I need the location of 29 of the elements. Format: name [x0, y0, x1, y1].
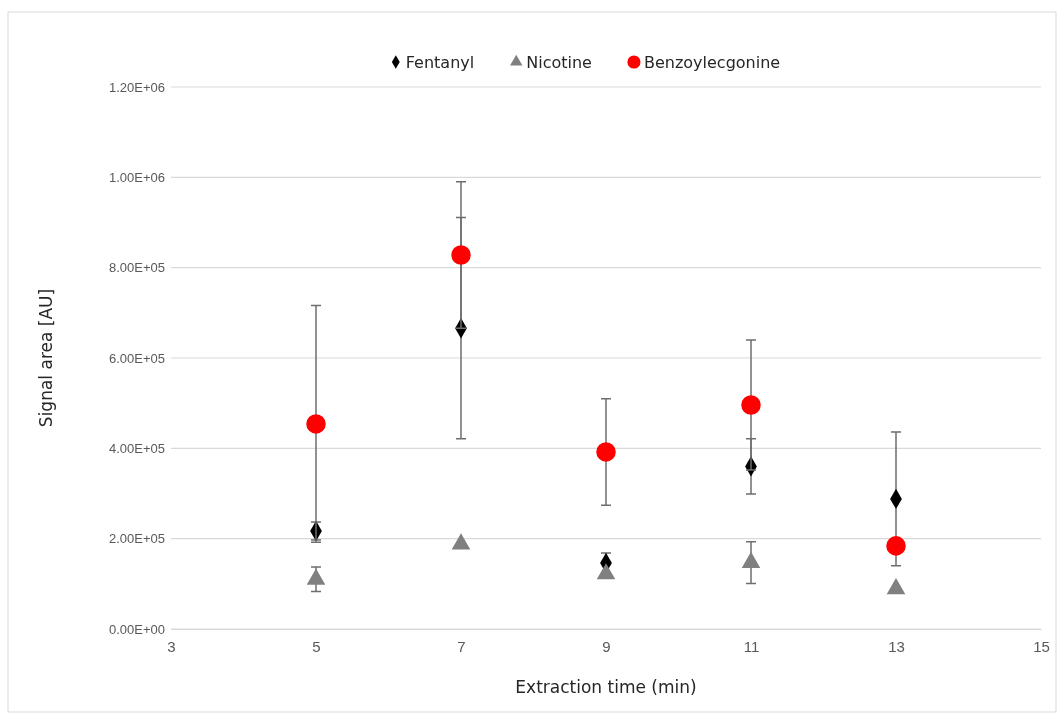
point — [596, 442, 616, 462]
x-tick-label: 9 — [602, 637, 611, 655]
y-tick-label: 6.00E+05 — [108, 350, 165, 366]
point — [886, 578, 906, 595]
point — [741, 395, 761, 415]
y-tick-label: 1.00E+06 — [108, 169, 165, 185]
x-tick-label: 7 — [457, 637, 466, 655]
legend-label: Nicotine — [526, 53, 592, 72]
point — [451, 533, 471, 550]
y-tick-label: 0.00E+00 — [108, 621, 165, 637]
y-tick-label: 1.20E+06 — [108, 79, 165, 95]
y-axis-title: Signal area [AU] — [36, 288, 56, 428]
point — [306, 414, 326, 434]
point — [596, 563, 616, 580]
y-tick-label: 2.00E+05 — [108, 531, 165, 547]
y-tick-label: 8.00E+05 — [108, 260, 165, 276]
point — [886, 536, 906, 556]
x-tick-label: 5 — [312, 637, 321, 655]
x-tick-label: 15 — [1033, 637, 1050, 655]
x-tick-label: 3 — [167, 637, 176, 655]
legend-label: Benzoylecgonine — [643, 53, 781, 72]
point — [306, 568, 326, 585]
point — [741, 551, 761, 568]
x-tick-label: 11 — [743, 637, 760, 655]
point — [451, 245, 471, 265]
y-tick-label: 4.00E+05 — [108, 440, 165, 456]
legend-label: Fentanyl — [405, 53, 475, 72]
x-tick-label: 13 — [888, 637, 905, 655]
x-axis-title: Extraction time (min) — [515, 677, 697, 697]
